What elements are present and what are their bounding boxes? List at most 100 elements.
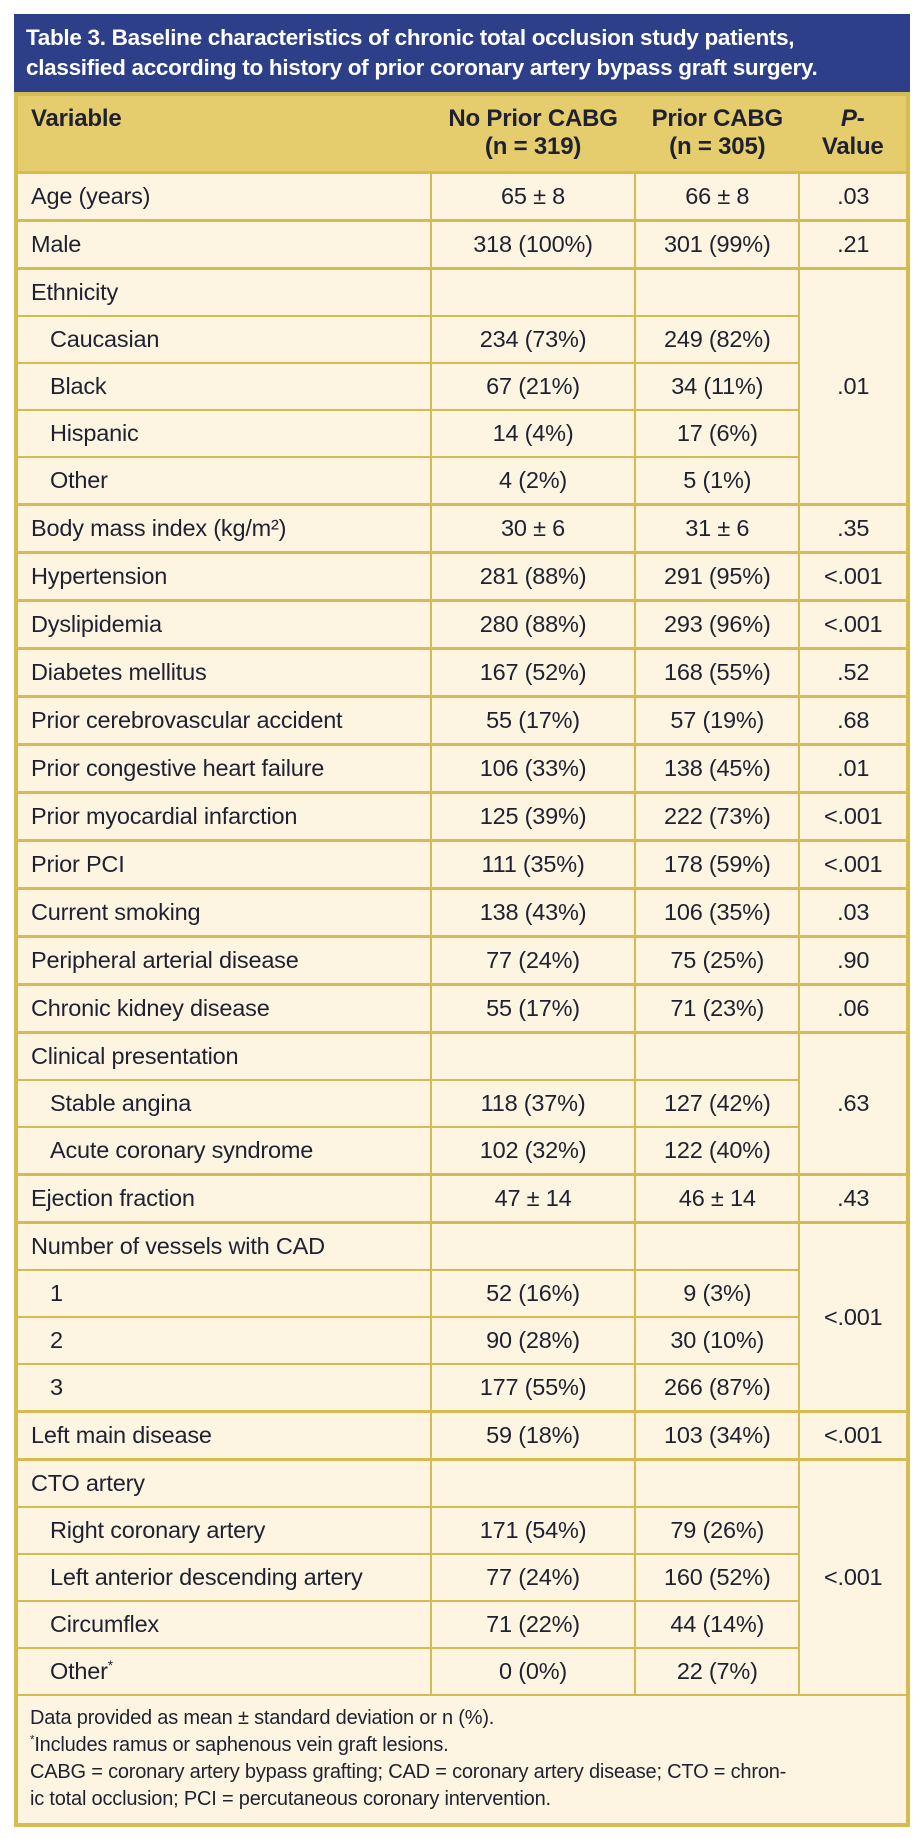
- p-value-cell: .21: [798, 219, 906, 270]
- p-value-cell: .01: [798, 267, 906, 506]
- table-row-sub: Other* 0 (0%) 22 (7%): [18, 1647, 906, 1696]
- no-prior-cabg-cell: 167 (52%): [429, 647, 637, 698]
- variable-cell: Other: [18, 456, 432, 506]
- variable-cell: 3: [18, 1363, 432, 1413]
- no-prior-cabg-cell: 65 ± 8: [429, 171, 637, 222]
- prior-cabg-cell: 9 (3%): [634, 1269, 801, 1318]
- no-prior-cabg-cell: 52 (16%): [429, 1269, 637, 1318]
- table-row: Number of vessels with CAD <.001: [18, 1221, 906, 1413]
- table-row-sub: 2 90 (28%) 30 (10%): [18, 1316, 906, 1365]
- variable-cell: Age (years): [18, 171, 432, 222]
- p-value-cell: .52: [798, 647, 906, 698]
- prior-cabg-cell: 17 (6%): [634, 409, 801, 458]
- table-row-sub: Acute coronary syndrome 102 (32%) 122 (40%…: [18, 1126, 906, 1176]
- variable-cell: Clinical presentation: [18, 1031, 432, 1081]
- prior-cabg-cell: 168 (55%): [634, 647, 801, 698]
- footnote-line: Data provided as mean ± standard deviati…: [30, 1707, 495, 1729]
- no-prior-cabg-cell: 280 (88%): [429, 599, 637, 650]
- table-row: Prior congestive heart failure 106 (33%) 1…: [18, 743, 906, 794]
- table-row: Hypertension 281 (88%) 291 (95%) <.001: [18, 551, 906, 602]
- prior-cabg-cell: 178 (59%): [634, 839, 801, 890]
- p-value-cell: .03: [798, 887, 906, 938]
- table-row: Ethnicity .01: [18, 267, 906, 506]
- prior-cabg-cell: 34 (11%): [634, 362, 801, 411]
- no-prior-cabg-cell: 177 (55%): [429, 1363, 637, 1413]
- no-prior-cabg-cell: 90 (28%): [429, 1316, 637, 1365]
- prior-cabg-cell: 66 ± 8: [634, 171, 801, 222]
- prior-cabg-cell: 291 (95%): [634, 551, 801, 602]
- table-title: Table 3. Baseline characteristics of chr…: [14, 14, 910, 92]
- table-row: Diabetes mellitus 167 (52%) 168 (55%) .52: [18, 647, 906, 698]
- variable-cell: Number of vessels with CAD: [18, 1221, 432, 1271]
- variable-cell: Left main disease: [18, 1410, 432, 1461]
- no-prior-cabg-cell: 55 (17%): [429, 695, 637, 746]
- variable-cell: Male: [18, 219, 432, 270]
- prior-cabg-cell: 71 (23%): [634, 983, 801, 1034]
- footnote-line: CABG = coronary artery bypass grafting; …: [30, 1761, 787, 1783]
- footnotes-row: Data provided as mean ± standard deviati…: [18, 1694, 906, 1823]
- table-row-sub: 1 52 (16%) 9 (3%): [18, 1269, 906, 1318]
- prior-cabg-cell: 301 (99%): [634, 219, 801, 270]
- variable-cell: Acute coronary syndrome: [18, 1126, 432, 1176]
- variable-cell: Left anterior descending artery: [18, 1553, 432, 1602]
- table-row-sub: Circumflex 71 (22%) 44 (14%): [18, 1600, 906, 1649]
- column-header-variable: Variable: [18, 96, 431, 173]
- table-row-sub: Caucasian 234 (73%) 249 (82%): [18, 315, 906, 364]
- variable-cell: CTO artery: [18, 1458, 432, 1508]
- footnote-line: ic total occlusion; PCI = percutaneous c…: [30, 1788, 551, 1810]
- variable-cell: 2: [18, 1316, 432, 1365]
- table-footer: Data provided as mean ± standard deviati…: [18, 1694, 906, 1823]
- table-row: Age (years) 65 ± 8 66 ± 8.03: [18, 171, 906, 222]
- variable-cell: Hypertension: [18, 551, 432, 602]
- table-row: Chronic kidney disease 55 (17%) 71 (23%) .0…: [18, 983, 906, 1034]
- variable-cell: Circumflex: [18, 1600, 432, 1649]
- no-prior-cabg-cell: 0 (0%): [429, 1647, 637, 1696]
- footnote-marker: *: [30, 1733, 35, 1747]
- table-row: Male 318 (100%) 301 (99%) .21: [18, 219, 906, 270]
- no-prior-cabg-cell: [429, 267, 637, 317]
- p-value-cell: <.001: [798, 1410, 906, 1461]
- prior-cabg-cell: 46 ± 14: [634, 1173, 801, 1224]
- column-header-no-prior-cabg-n: (n = 319): [484, 133, 582, 160]
- column-header-p-value-line1: P-: [840, 105, 865, 132]
- variable-cell: Prior cerebrovascular accident: [18, 695, 432, 746]
- no-prior-cabg-cell: 138 (43%): [429, 887, 637, 938]
- variable-cell: Dyslipidemia: [18, 599, 432, 650]
- no-prior-cabg-cell: 4 (2%): [429, 456, 637, 506]
- column-header-prior-cabg: Prior CABG (n = 305): [635, 96, 800, 173]
- no-prior-cabg-cell: 281 (88%): [429, 551, 637, 602]
- no-prior-cabg-cell: 55 (17%): [429, 983, 637, 1034]
- variable-cell: Diabetes mellitus: [18, 647, 432, 698]
- variable-cell: Ethnicity: [18, 267, 432, 317]
- variable-cell: Body mass index (kg/m²): [18, 503, 432, 554]
- prior-cabg-cell: 127 (42%): [634, 1079, 801, 1128]
- prior-cabg-cell: 22 (7%): [634, 1647, 801, 1696]
- table-row: Body mass index (kg/m²) 30 ± 6 31 ± 6.35: [18, 503, 906, 554]
- table-frame: Variable No Prior CABG (n = 319) Prior C…: [14, 92, 910, 1827]
- table-row: Dyslipidemia 280 (88%) 293 (96%) <.001: [18, 599, 906, 650]
- prior-cabg-cell: 5 (1%): [634, 456, 801, 506]
- variable-cell: Prior PCI: [18, 839, 432, 890]
- footnote-line: *Includes ramus or saphenous vein graft …: [30, 1733, 449, 1756]
- p-value-cell: .03: [798, 171, 906, 222]
- p-value-cell: <.001: [798, 1221, 906, 1413]
- no-prior-cabg-cell: 234 (73%): [429, 315, 637, 364]
- prior-cabg-cell: [634, 1221, 801, 1271]
- p-value-cell: .68: [798, 695, 906, 746]
- no-prior-cabg-cell: 102 (32%): [429, 1126, 637, 1176]
- p-value-cell: .35: [798, 503, 906, 554]
- variable-cell: Peripheral arterial disease: [18, 935, 432, 986]
- variable-cell: Stable angina: [18, 1079, 432, 1128]
- no-prior-cabg-cell: [429, 1031, 637, 1081]
- p-value-cell: <.001: [798, 1458, 906, 1696]
- column-header-p-value-line2: Value: [821, 133, 884, 160]
- prior-cabg-cell: 293 (96%): [634, 599, 801, 650]
- table-row: Prior PCI 111 (35%) 178 (59%) <.001: [18, 839, 906, 890]
- prior-cabg-cell: 44 (14%): [634, 1600, 801, 1649]
- variable-cell: Ejection fraction: [18, 1173, 432, 1224]
- column-header-p-value: P- Value: [799, 96, 906, 173]
- table-row-sub: Right coronary artery 171 (54%) 79 (26%): [18, 1506, 906, 1555]
- table-row: Peripheral arterial disease 77 (24%) 75 (2…: [18, 935, 906, 986]
- no-prior-cabg-cell: 77 (24%): [429, 1553, 637, 1602]
